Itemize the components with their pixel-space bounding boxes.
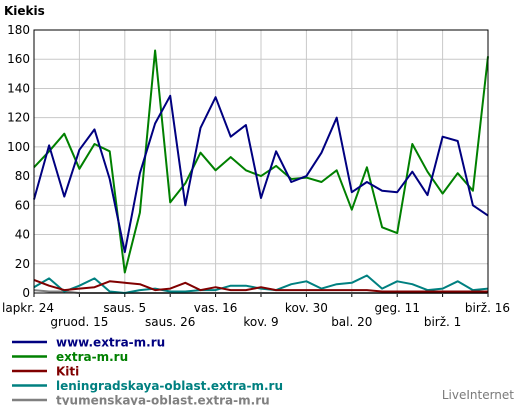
x-tick-label: bal. 20 xyxy=(331,315,372,329)
y-tick-label: 100 xyxy=(7,140,30,154)
legend: www.extra-m.ruextra-m.ruKitileningradska… xyxy=(12,336,283,405)
x-tick-label: vas. 16 xyxy=(194,301,238,315)
y-tick-label: 80 xyxy=(15,169,30,183)
series-line-kiti xyxy=(33,278,488,293)
series-line-www-extra-m-ru xyxy=(33,94,489,254)
chart-title: Kiekis xyxy=(4,4,45,18)
legend-label: www.extra-m.ru xyxy=(56,336,165,350)
y-tick-label: 20 xyxy=(15,257,30,271)
x-tick-label: geg. 11 xyxy=(374,301,420,315)
plot-frame xyxy=(33,29,489,294)
y-tick-label: 140 xyxy=(7,81,30,95)
legend-item: www.extra-m.ru xyxy=(12,336,165,350)
series-line-extra-m-ru xyxy=(33,49,489,274)
liveinternet-brand: LiveInternet xyxy=(442,388,514,402)
legend-item: extra-m.ru xyxy=(12,350,128,364)
legend-item: tyumenskaya-oblast.extra-m.ru xyxy=(12,394,270,405)
x-tick-label: saus. 26 xyxy=(145,315,195,329)
y-tick-label: 40 xyxy=(15,228,30,242)
legend-label: extra-m.ru xyxy=(56,350,128,364)
x-tick-label: birž. 16 xyxy=(465,301,510,315)
x-tick-label: lapkr. 24 xyxy=(2,301,54,315)
series-line-leningradskaya-oblast-extra-m-ru xyxy=(33,274,489,294)
y-tick-label: 160 xyxy=(7,52,30,66)
y-tick-label: 0 xyxy=(22,286,30,300)
y-tick-label: 60 xyxy=(15,198,30,212)
x-tick-label: gruod. 15 xyxy=(50,315,108,329)
x-tick-label: saus. 5 xyxy=(103,301,146,315)
legend-label: tyumenskaya-oblast.extra-m.ru xyxy=(56,394,270,405)
x-tick-label: kov. 30 xyxy=(285,301,328,315)
y-axis-labels: 0 20 40 60 80 100 120 140 160 180 xyxy=(7,23,30,300)
legend-label: Kiti xyxy=(56,365,79,379)
grid xyxy=(33,30,489,297)
x-tick-label: birž. 1 xyxy=(424,315,461,329)
x-tick-label: kov. 9 xyxy=(243,315,278,329)
y-tick-label: 180 xyxy=(7,23,30,37)
legend-item: leningradskaya-oblast.extra-m.ru xyxy=(12,379,283,393)
legend-label: leningradskaya-oblast.extra-m.ru xyxy=(56,379,283,393)
legend-item: Kiti xyxy=(12,365,79,379)
y-tick-label: 120 xyxy=(7,111,30,125)
